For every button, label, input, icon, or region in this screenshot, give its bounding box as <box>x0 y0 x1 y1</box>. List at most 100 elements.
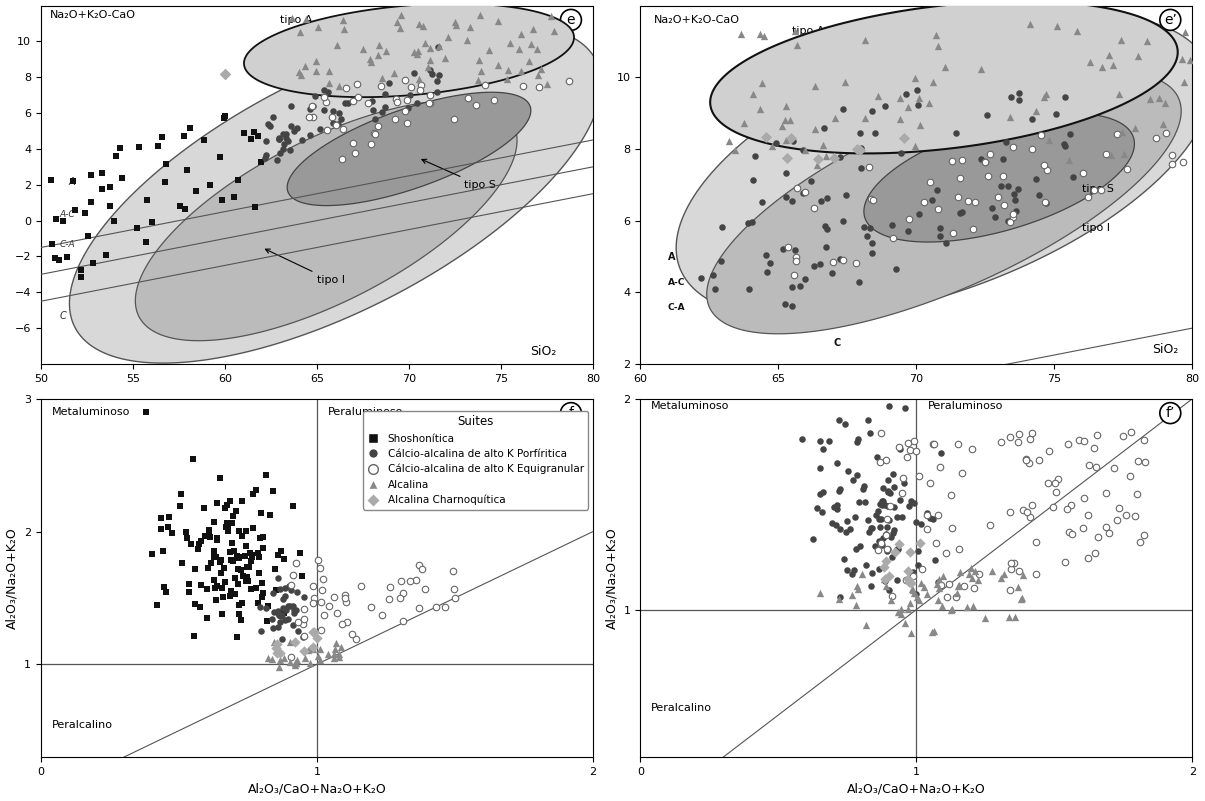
Point <box>836 188 856 201</box>
Point <box>213 608 233 621</box>
Point <box>323 111 342 123</box>
Point <box>218 519 237 532</box>
Point <box>834 253 853 266</box>
Point <box>787 255 806 268</box>
Point <box>270 661 289 674</box>
Point <box>1000 430 1019 443</box>
Point <box>923 76 942 89</box>
Point <box>127 221 146 234</box>
Point <box>725 144 745 157</box>
Point <box>58 251 77 264</box>
Point <box>893 510 912 523</box>
Point <box>888 543 907 556</box>
Point <box>172 557 192 570</box>
Point <box>501 36 521 49</box>
Point <box>1048 473 1068 485</box>
Point <box>394 586 413 599</box>
Point <box>312 623 331 636</box>
Point <box>282 650 301 663</box>
Point <box>286 636 305 649</box>
Point <box>1056 91 1075 103</box>
Point <box>177 532 196 545</box>
Point <box>319 65 339 78</box>
Point <box>249 551 269 564</box>
Point <box>468 74 487 87</box>
Point <box>545 25 564 38</box>
Point <box>376 100 395 113</box>
Point <box>195 529 214 542</box>
Point <box>363 95 382 107</box>
Point <box>336 596 355 609</box>
Point <box>901 577 921 590</box>
Point <box>311 654 330 666</box>
Point <box>318 647 337 660</box>
Point <box>1153 117 1172 130</box>
Point <box>777 134 797 147</box>
Point <box>978 170 998 183</box>
Point <box>1001 557 1021 570</box>
Point <box>830 485 850 498</box>
Point <box>735 117 754 130</box>
Point <box>315 91 334 103</box>
Point <box>235 127 254 139</box>
Point <box>868 505 887 517</box>
Point <box>270 133 289 146</box>
Point <box>242 549 261 562</box>
Point <box>428 75 447 88</box>
Point <box>419 96 439 109</box>
Point <box>1078 190 1098 203</box>
Point <box>1080 458 1099 471</box>
Point <box>1089 531 1109 544</box>
Point <box>887 574 906 586</box>
Point <box>301 129 321 142</box>
Point <box>343 137 363 150</box>
Point <box>200 531 219 544</box>
Point <box>793 143 812 156</box>
Point <box>212 193 231 206</box>
Point <box>817 150 836 163</box>
Point <box>875 561 894 574</box>
Point <box>1004 207 1023 220</box>
Point <box>1072 521 1092 534</box>
Point <box>282 578 301 591</box>
Point <box>92 183 111 195</box>
Point <box>289 66 308 78</box>
Point <box>834 553 853 566</box>
Point <box>775 113 794 126</box>
Point <box>236 539 255 552</box>
Point <box>49 254 69 267</box>
Point <box>807 501 827 514</box>
Point <box>318 124 337 137</box>
Point <box>345 147 364 159</box>
Point <box>237 561 257 574</box>
Point <box>230 550 249 563</box>
Point <box>280 655 299 668</box>
Point <box>872 538 892 551</box>
Point <box>259 599 278 612</box>
Point <box>229 598 248 611</box>
Point <box>959 195 978 207</box>
Point <box>264 606 283 618</box>
Point <box>958 601 977 614</box>
Point <box>466 99 486 111</box>
Point <box>815 122 834 135</box>
Point <box>1000 215 1019 228</box>
Point <box>869 90 888 103</box>
Point <box>935 61 954 74</box>
Point <box>705 282 724 295</box>
Point <box>380 592 399 605</box>
Point <box>295 59 315 72</box>
Point <box>268 572 287 585</box>
Point <box>376 44 395 57</box>
Point <box>923 626 942 639</box>
Point <box>830 591 850 604</box>
Point <box>142 547 161 560</box>
Text: Na₂O+K₂O-CaO: Na₂O+K₂O-CaO <box>654 15 740 26</box>
Point <box>880 514 899 527</box>
Point <box>869 544 888 557</box>
Point <box>1000 583 1019 596</box>
Point <box>243 487 263 500</box>
Point <box>300 110 319 123</box>
Point <box>851 126 870 139</box>
Point <box>46 252 65 264</box>
